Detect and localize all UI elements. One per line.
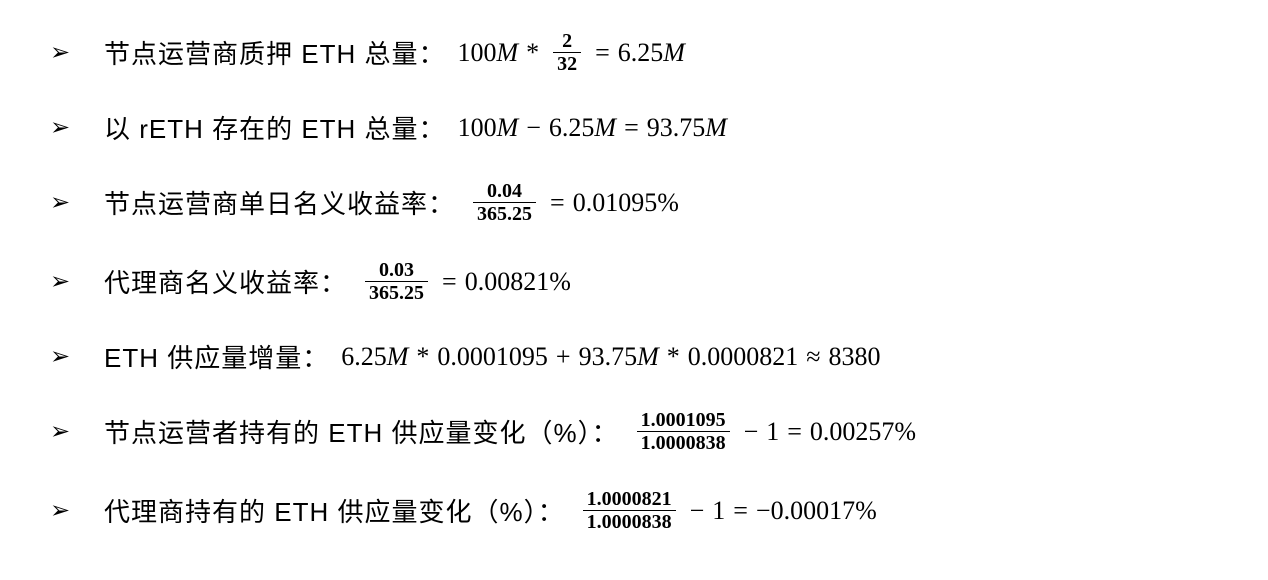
item-label: ETH 供应量增量： xyxy=(104,338,329,375)
bullet-icon: ➢ xyxy=(50,113,76,142)
operator: = xyxy=(442,267,457,297)
unit: M xyxy=(387,342,409,372)
bullet-icon: ➢ xyxy=(50,496,76,525)
unit: M xyxy=(496,38,518,68)
list-item: ➢ ETH 供应量增量： 6.25M * 0.0001095 + 93.75M … xyxy=(50,338,1218,375)
list-item: ➢ 以 rETH 存在的 ETH 总量： 100M − 6.25M = 93.7… xyxy=(50,109,1218,146)
bullet-icon: ➢ xyxy=(50,342,76,371)
item-expression: 1.0001095 1.0000838 − 1 = 0.00257% xyxy=(631,409,917,454)
operator: * xyxy=(416,342,429,372)
bullet-icon: ➢ xyxy=(50,417,76,446)
operator: = xyxy=(595,38,610,68)
item-label: 节点运营者持有的 ETH 供应量变化（%）： xyxy=(104,413,619,450)
item-label: 以 rETH 存在的 ETH 总量： xyxy=(104,109,446,146)
num: 6.25 xyxy=(341,342,387,372)
num: 6.25 xyxy=(549,113,595,143)
operator: + xyxy=(556,342,571,372)
fraction: 0.03 365.25 xyxy=(365,259,428,304)
num: 6.25 xyxy=(618,38,664,68)
result: 0.00257% xyxy=(810,417,916,447)
operator: − xyxy=(744,417,759,447)
fraction: 1.0000821 1.0000838 xyxy=(583,488,676,533)
item-expression: 6.25M * 0.0001095 + 93.75M * 0.0000821 ≈… xyxy=(341,342,880,372)
numerator: 0.03 xyxy=(375,259,418,281)
denominator: 365.25 xyxy=(473,202,536,225)
unit: M xyxy=(663,38,685,68)
operator: = xyxy=(550,188,565,218)
result: 8380 xyxy=(829,342,881,372)
unit: M xyxy=(705,113,727,143)
operator: * xyxy=(526,38,539,68)
operator: * xyxy=(667,342,680,372)
item-expression: 0.04 365.25 = 0.01095% xyxy=(467,180,679,225)
fraction: 2 32 xyxy=(553,30,581,75)
list-item: ➢ 代理商持有的 ETH 供应量变化（%）： 1.0000821 1.00008… xyxy=(50,488,1218,533)
result: 0.01095% xyxy=(573,188,679,218)
item-expression: 100M * 2 32 = 6.25M xyxy=(457,30,685,75)
num: 93.75 xyxy=(579,342,638,372)
num: 1 xyxy=(712,496,725,526)
item-label: 代理商持有的 ETH 供应量变化（%）： xyxy=(104,492,565,529)
denominator: 1.0000838 xyxy=(583,510,676,533)
item-label: 代理商名义收益率： xyxy=(104,263,347,300)
list-item: ➢ 节点运营商质押 ETH 总量： 100M * 2 32 = 6.25M xyxy=(50,30,1218,75)
num: 100 xyxy=(457,38,496,68)
num: 0.0001095 xyxy=(437,342,548,372)
unit: M xyxy=(637,342,659,372)
denominator: 32 xyxy=(553,52,581,75)
numerator: 2 xyxy=(558,30,576,52)
num: 0.0000821 xyxy=(688,342,799,372)
bullet-icon: ➢ xyxy=(50,267,76,296)
operator: − xyxy=(526,113,541,143)
operator: − xyxy=(690,496,705,526)
bullet-icon: ➢ xyxy=(50,188,76,217)
item-label: 节点运营商单日名义收益率： xyxy=(104,184,455,221)
denominator: 1.0000838 xyxy=(637,431,730,454)
list-item: ➢ 节点运营商单日名义收益率： 0.04 365.25 = 0.01095% xyxy=(50,180,1218,225)
item-expression: 0.03 365.25 = 0.00821% xyxy=(359,259,571,304)
fraction: 0.04 365.25 xyxy=(473,180,536,225)
result: 0.00821% xyxy=(465,267,571,297)
numerator: 1.0000821 xyxy=(583,488,676,510)
list-item: ➢ 节点运营者持有的 ETH 供应量变化（%）： 1.0001095 1.000… xyxy=(50,409,1218,454)
item-expression: 100M − 6.25M = 93.75M xyxy=(458,113,727,143)
num: 93.75 xyxy=(647,113,706,143)
operator: = xyxy=(624,113,639,143)
operator: = xyxy=(787,417,802,447)
denominator: 365.25 xyxy=(365,281,428,304)
formula-list: ➢ 节点运营商质押 ETH 总量： 100M * 2 32 = 6.25M ➢ … xyxy=(50,30,1218,533)
unit: M xyxy=(497,113,519,143)
list-item: ➢ 代理商名义收益率： 0.03 365.25 = 0.00821% xyxy=(50,259,1218,304)
item-label: 节点运营商质押 ETH 总量： xyxy=(104,34,445,71)
bullet-icon: ➢ xyxy=(50,38,76,67)
numerator: 1.0001095 xyxy=(637,409,730,431)
operator: = xyxy=(733,496,748,526)
numerator: 0.04 xyxy=(483,180,526,202)
unit: M xyxy=(594,113,616,143)
result: −0.00017% xyxy=(756,496,877,526)
fraction: 1.0001095 1.0000838 xyxy=(637,409,730,454)
item-expression: 1.0000821 1.0000838 − 1 = −0.00017% xyxy=(577,488,877,533)
num: 1 xyxy=(766,417,779,447)
operator: ≈ xyxy=(806,342,820,372)
num: 100 xyxy=(458,113,497,143)
